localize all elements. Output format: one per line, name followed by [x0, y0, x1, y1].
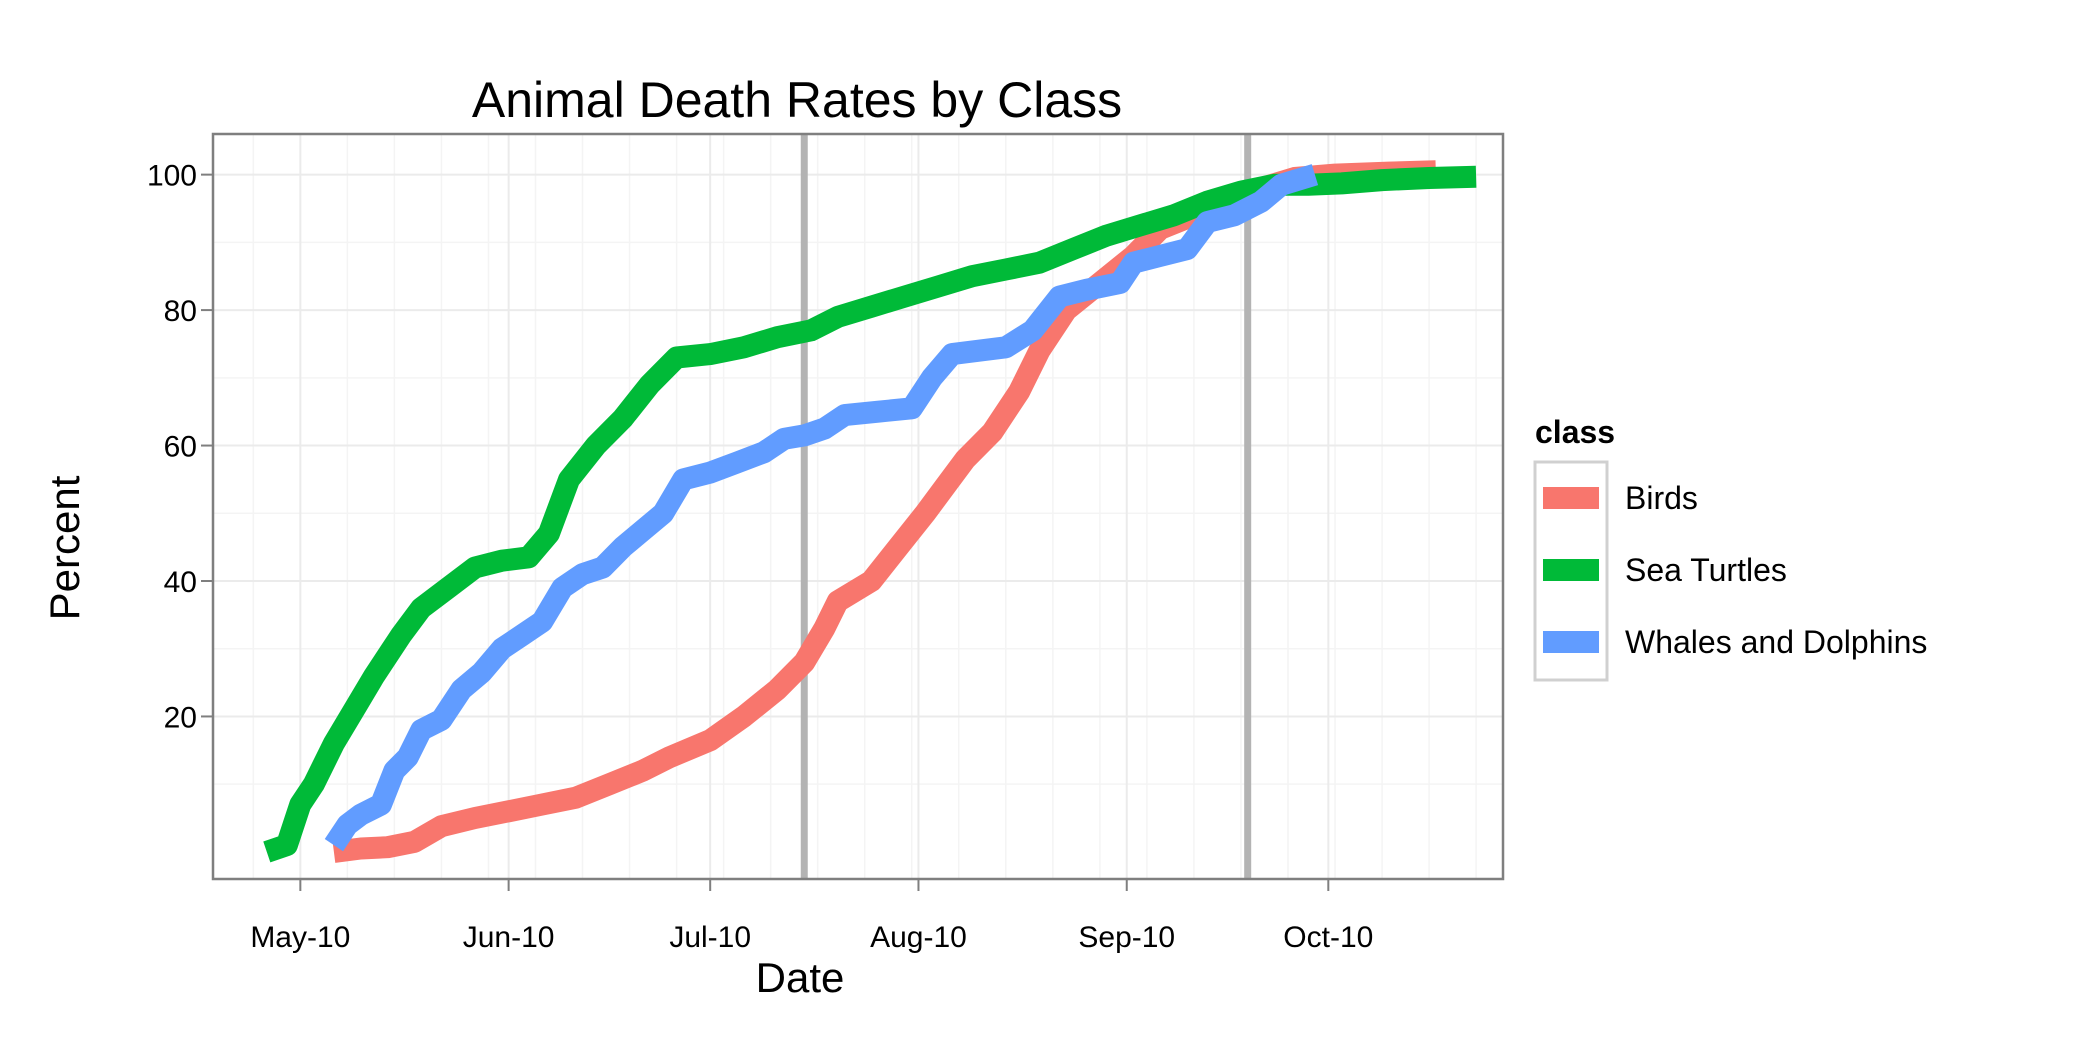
- y-tick-label: 60: [164, 431, 197, 464]
- legend-label-whales-and-dolphins: Whales and Dolphins: [1625, 624, 1927, 660]
- y-tick-label: 20: [164, 701, 197, 734]
- y-tick-label: 80: [164, 295, 197, 328]
- x-tick-label: Oct-10: [1283, 921, 1373, 954]
- legend-title: class: [1535, 414, 1615, 450]
- y-tick-label: 40: [164, 566, 197, 599]
- y-axis-title: Percent: [41, 475, 88, 620]
- x-tick-label: May-10: [250, 921, 350, 954]
- y-axis-ticks: 20 40 60 80 100: [147, 160, 213, 734]
- series-line-sea-turtles: [263, 165, 1477, 863]
- legend-label-birds: Birds: [1625, 480, 1698, 516]
- legend-items: Birds Sea Turtles Whales and Dolphins: [1543, 480, 1927, 660]
- x-tick-label: Sep-10: [1078, 921, 1175, 954]
- legend: class Birds Sea Turtles Whales and Dolphin…: [1533, 414, 1927, 682]
- x-tick-label: Aug-10: [870, 921, 967, 954]
- series-lines: [263, 160, 1477, 863]
- x-axis-title: Date: [756, 954, 845, 1001]
- x-tick-label: Jul-10: [669, 921, 751, 954]
- chart-title: Animal Death Rates by Class: [472, 72, 1122, 128]
- y-tick-label: 100: [147, 160, 197, 193]
- reference-lines: [800, 134, 1252, 879]
- legend-label-sea-turtles: Sea Turtles: [1625, 552, 1787, 588]
- x-tick-label: Jun-10: [463, 921, 555, 954]
- x-axis-ticks: May-10 Jun-10 Jul-10 Aug-10 Sep-10 Oct-10: [250, 879, 1373, 954]
- plot-border: [211, 132, 1505, 881]
- series-line-whales-and-dolphins: [324, 164, 1319, 852]
